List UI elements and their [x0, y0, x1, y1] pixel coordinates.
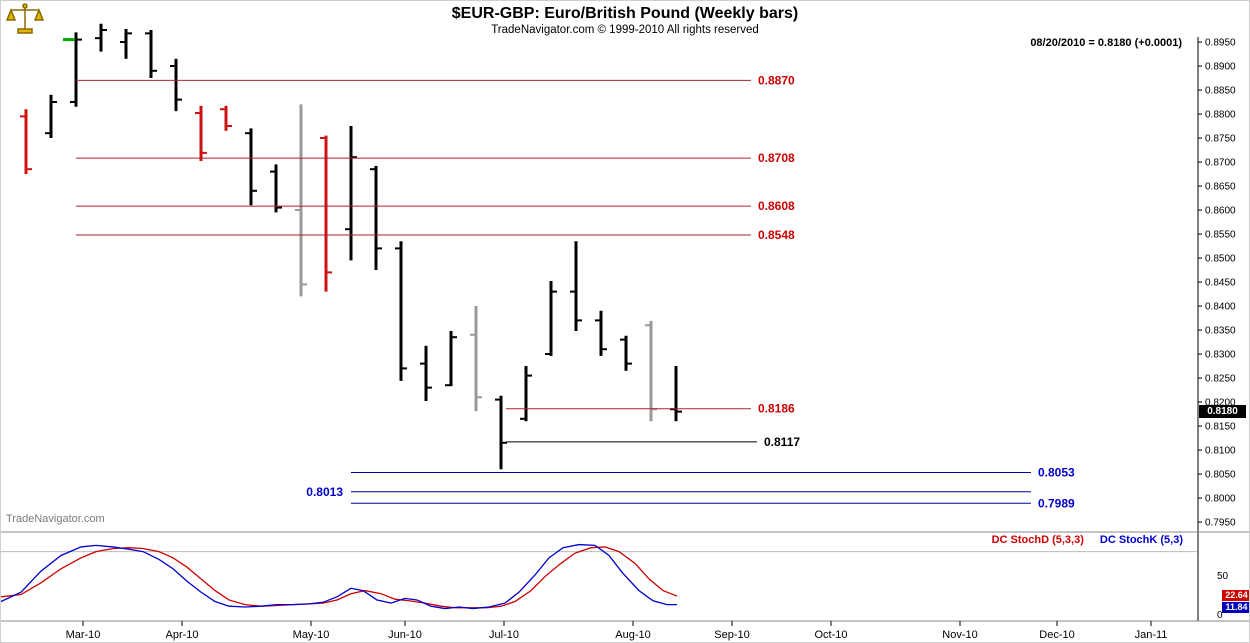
price-axis-label: 0.8250 — [1205, 374, 1236, 385]
level-label: 0.8013 — [306, 485, 343, 499]
price-axis-label: 0.8550 — [1205, 230, 1236, 241]
stochk-value-badge: 11.84 — [1222, 602, 1249, 613]
stochd-line — [1, 546, 678, 609]
stochk-line — [1, 543, 677, 610]
price-axis-label: 0.8650 — [1205, 182, 1236, 193]
last-price-tag: 0.8180 — [1199, 405, 1246, 418]
price-axis-label: 0.8350 — [1205, 326, 1236, 337]
price-axis-label: 0.8700 — [1205, 158, 1236, 169]
month-label: Aug-10 — [615, 629, 650, 641]
price-axis-label: 0.8450 — [1205, 278, 1236, 289]
price-axis-label: 0.8050 — [1205, 470, 1236, 481]
price-axis-label: 0.8200 — [1205, 398, 1236, 409]
indicator-legend: DC StochD (5,3,3) DC StochK (5,3) — [992, 534, 1183, 546]
price-axis-label: 0.8950 — [1205, 38, 1236, 49]
month-label: Jan-11 — [1135, 629, 1168, 641]
month-label: Sep-10 — [714, 629, 749, 641]
stoch-axis-label: 50 — [1217, 571, 1229, 582]
level-label: 0.8870 — [758, 73, 795, 87]
month-label: Jun-10 — [388, 629, 422, 641]
price-axis-label: 0.8000 — [1205, 494, 1236, 505]
level-label: 0.8708 — [758, 151, 795, 165]
level-label: 0.8186 — [758, 402, 795, 416]
scales-logo-icon — [5, 3, 45, 35]
price-axis-label: 0.8750 — [1205, 134, 1236, 145]
month-label: Mar-10 — [66, 629, 101, 641]
stochd-value-badge: 22.64 — [1222, 590, 1249, 601]
watermark: TradeNavigator.com — [6, 513, 105, 525]
price-axis-label: 0.8500 — [1205, 254, 1236, 265]
price-axis-label: 0.8600 — [1205, 206, 1236, 217]
chart-title: $EUR-GBP: Euro/British Pound (Weekly bar… — [451, 5, 799, 22]
stochk-legend-label[interactable]: DC StochK (5,3) — [1099, 534, 1183, 546]
month-label: Nov-10 — [942, 629, 977, 641]
level-label: 0.8608 — [758, 199, 795, 213]
price-axis-label: 0.8150 — [1205, 422, 1236, 433]
stochd-legend-label[interactable]: DC StochD (5,3,3) — [991, 534, 1084, 546]
month-label: Oct-10 — [814, 629, 847, 641]
level-label: 0.8117 — [764, 435, 800, 449]
month-label: May-10 — [293, 629, 330, 641]
level-label: 0.8548 — [758, 228, 795, 242]
copyright-subtitle: TradeNavigator.com © 1999-2010 All right… — [491, 24, 759, 36]
price-axis-label: 0.8850 — [1205, 86, 1236, 97]
price-axis-label: 0.8400 — [1205, 302, 1236, 313]
price-axis-label: 0.7950 — [1205, 518, 1236, 529]
price-axis-label: 0.8100 — [1205, 446, 1236, 457]
price-axis-label: 0.8900 — [1205, 62, 1236, 73]
price-axis-label: 0.8300 — [1205, 350, 1236, 361]
level-label: 0.8053 — [1038, 466, 1075, 480]
month-label: Jul-10 — [489, 629, 519, 641]
last-quote-readout: 08/20/2010 = 0.8180 (+0.0001) — [1030, 37, 1182, 49]
month-label: Apr-10 — [165, 629, 198, 641]
month-label: Dec-10 — [1039, 629, 1074, 641]
stoch-axis-label: 0 — [1217, 610, 1223, 621]
level-label: 0.7989 — [1038, 496, 1075, 510]
price-axis-label: 0.8800 — [1205, 110, 1236, 121]
